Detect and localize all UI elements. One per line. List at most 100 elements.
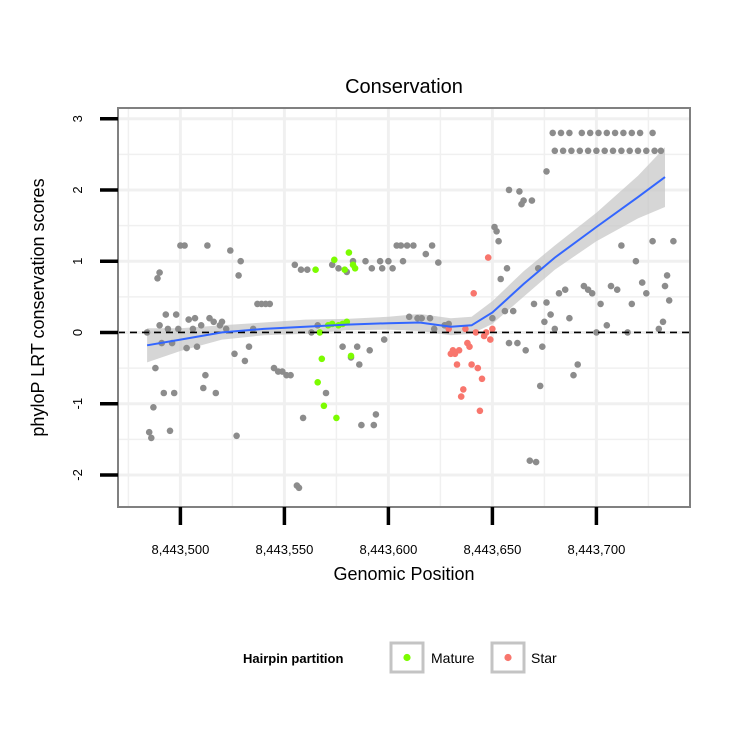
- other-point: [426, 314, 434, 322]
- other-point: [595, 129, 602, 137]
- other-point: [353, 343, 361, 351]
- other-point: [574, 361, 581, 368]
- other-point: [532, 458, 540, 466]
- x-tick-label: 8,443,650: [463, 542, 521, 557]
- star-point: [482, 329, 490, 336]
- other-point: [164, 325, 172, 333]
- other-point: [505, 186, 513, 194]
- other-point: [634, 147, 642, 155]
- other-point: [530, 300, 538, 308]
- other-point: [522, 347, 529, 354]
- other-point: [566, 129, 573, 137]
- other-point: [183, 344, 190, 352]
- other-point: [551, 325, 559, 333]
- other-point: [170, 389, 178, 397]
- other-point: [378, 265, 386, 272]
- other-point: [541, 318, 548, 326]
- other-point: [649, 237, 656, 245]
- y-tick-label: -1: [70, 398, 85, 410]
- other-point: [358, 421, 365, 429]
- other-point: [628, 300, 636, 308]
- other-point: [636, 129, 644, 137]
- other-point: [362, 257, 369, 265]
- other-point: [607, 282, 615, 290]
- other-point: [233, 432, 240, 440]
- other-point: [655, 325, 663, 333]
- legend: Hairpin partition Mature Star: [243, 641, 557, 674]
- mature-point: [318, 355, 326, 363]
- other-point: [328, 261, 336, 269]
- mature-point: [343, 318, 351, 326]
- other-point: [670, 237, 677, 245]
- other-point: [593, 147, 600, 155]
- other-point: [632, 257, 640, 265]
- other-point: [588, 290, 596, 297]
- star-point: [468, 361, 475, 368]
- star-point: [455, 347, 463, 354]
- other-point: [197, 322, 205, 329]
- legend-label-mature: Mature: [431, 650, 475, 666]
- other-point: [497, 275, 505, 283]
- other-point: [651, 147, 658, 155]
- other-point: [665, 297, 673, 304]
- other-point: [189, 325, 197, 333]
- other-point: [620, 129, 627, 137]
- star-point: [476, 407, 484, 415]
- other-point: [212, 389, 220, 397]
- other-point: [145, 428, 153, 436]
- other-point: [175, 325, 182, 333]
- other-point: [649, 129, 656, 137]
- other-point: [551, 147, 559, 155]
- other-point: [566, 314, 573, 322]
- other-point: [597, 300, 604, 308]
- other-point: [222, 325, 230, 333]
- star-point: [453, 361, 461, 368]
- other-point: [154, 275, 161, 282]
- other-point: [643, 147, 650, 155]
- other-point: [372, 411, 380, 418]
- other-point: [368, 265, 376, 272]
- panel-border: [117, 107, 691, 508]
- other-point: [266, 300, 274, 308]
- star-point: [478, 375, 486, 383]
- star-point: [457, 393, 465, 400]
- mature-point: [320, 402, 328, 410]
- other-point: [570, 371, 577, 379]
- chart-title: Conservation: [345, 76, 463, 98]
- mature-point: [312, 266, 319, 274]
- star-point: [487, 336, 494, 343]
- loess-smooth-line: [146, 176, 666, 347]
- other-point: [152, 364, 159, 372]
- other-point: [410, 242, 417, 249]
- y-axis-title: phyloP LRT conservation scores: [28, 178, 48, 436]
- other-point: [501, 307, 509, 315]
- other-point: [628, 129, 636, 137]
- other-point: [593, 329, 600, 336]
- other-point: [227, 247, 234, 254]
- other-point: [245, 343, 253, 351]
- other-point: [150, 404, 157, 411]
- other-point: [181, 242, 188, 249]
- other-point: [663, 272, 671, 279]
- other-point: [618, 147, 625, 155]
- mature-point: [316, 329, 324, 336]
- y-tick-label: 2: [70, 186, 85, 193]
- other-point: [356, 361, 363, 368]
- y-tick-label: 0: [70, 329, 85, 336]
- other-point: [557, 129, 565, 137]
- other-point: [503, 265, 511, 272]
- other-point: [405, 313, 413, 321]
- other-point: [643, 290, 650, 297]
- other-point: [389, 265, 396, 272]
- mature-point: [345, 249, 353, 256]
- other-point: [601, 147, 608, 155]
- other-point: [509, 307, 517, 315]
- plot-panel: [118, 108, 690, 507]
- other-point: [578, 129, 586, 137]
- other-point: [661, 282, 669, 290]
- other-point: [202, 371, 209, 379]
- other-point: [539, 343, 546, 351]
- other-point: [611, 129, 619, 137]
- other-point: [370, 421, 378, 429]
- other-point: [609, 147, 617, 155]
